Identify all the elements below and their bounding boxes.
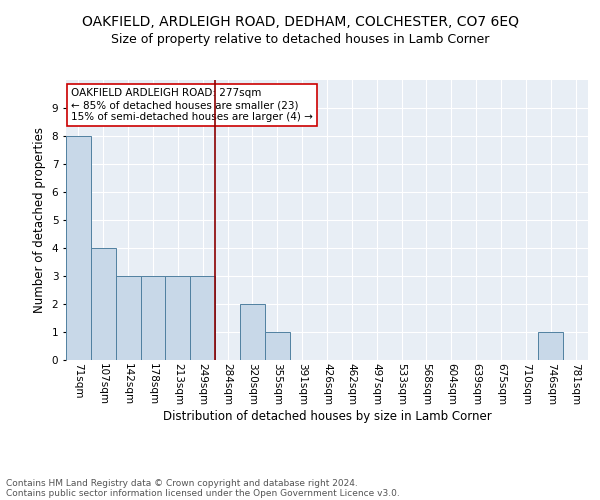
Bar	[166, 276, 190, 360]
Text: Contains public sector information licensed under the Open Government Licence v3: Contains public sector information licen…	[6, 488, 400, 498]
Y-axis label: Number of detached properties: Number of detached properties	[33, 127, 46, 313]
X-axis label: Distribution of detached houses by size in Lamb Corner: Distribution of detached houses by size …	[163, 410, 491, 424]
Bar	[190, 276, 215, 360]
Text: OAKFIELD ARDLEIGH ROAD: 277sqm
← 85% of detached houses are smaller (23)
15% of : OAKFIELD ARDLEIGH ROAD: 277sqm ← 85% of …	[71, 88, 313, 122]
Bar	[140, 276, 166, 360]
Bar	[91, 248, 116, 360]
Text: OAKFIELD, ARDLEIGH ROAD, DEDHAM, COLCHESTER, CO7 6EQ: OAKFIELD, ARDLEIGH ROAD, DEDHAM, COLCHES…	[82, 15, 518, 29]
Bar	[116, 276, 140, 360]
Bar	[538, 332, 563, 360]
Bar	[66, 136, 91, 360]
Text: Size of property relative to detached houses in Lamb Corner: Size of property relative to detached ho…	[111, 32, 489, 46]
Bar	[265, 332, 290, 360]
Bar	[240, 304, 265, 360]
Text: Contains HM Land Registry data © Crown copyright and database right 2024.: Contains HM Land Registry data © Crown c…	[6, 478, 358, 488]
